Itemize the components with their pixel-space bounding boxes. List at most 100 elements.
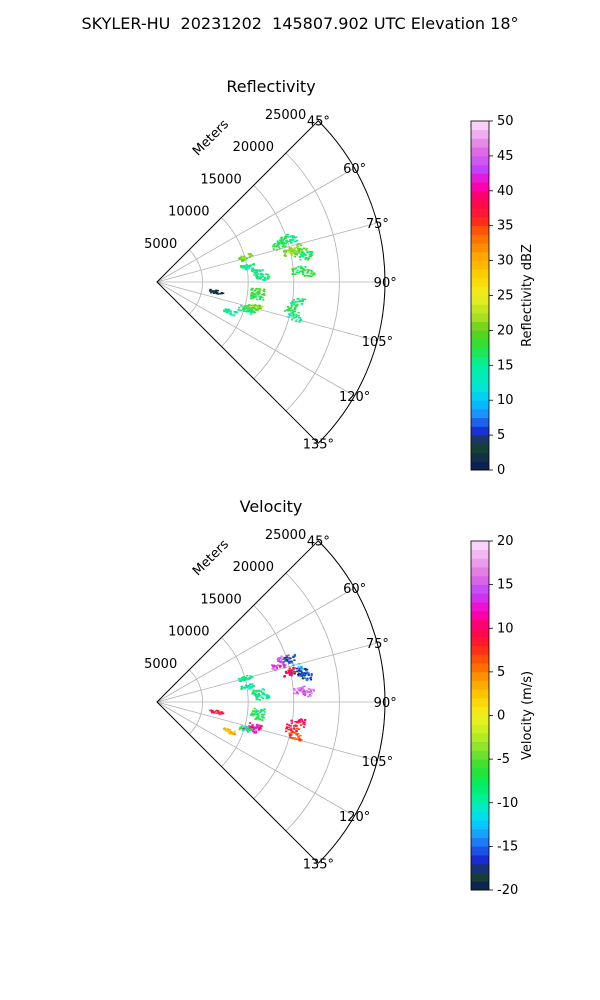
- colorbar-segment: [471, 304, 489, 314]
- echo-gate: [282, 662, 285, 665]
- echo-gate: [305, 247, 308, 250]
- echo-gate: [280, 656, 283, 658]
- colorbar-segment: [471, 286, 489, 296]
- echo-gate: [293, 307, 297, 310]
- echo-gate: [303, 677, 307, 679]
- echo-gate: [253, 274, 256, 276]
- echo-gate: [305, 669, 308, 672]
- colorbar-segment: [471, 190, 489, 200]
- echo-gate: [296, 243, 299, 245]
- colorbar-tick-label: 15: [497, 358, 514, 373]
- echo-gate: [297, 266, 300, 268]
- echo-gate: [300, 738, 303, 741]
- echo-gate: [243, 687, 247, 689]
- echo-gate: [299, 267, 303, 270]
- echo-gate: [219, 713, 222, 715]
- echo-gate: [307, 275, 310, 277]
- echo-gate: [263, 708, 266, 711]
- echo-gate: [279, 657, 282, 659]
- echo-gate: [293, 728, 296, 730]
- colorbar-segment: [471, 610, 489, 620]
- echo-gate: [290, 305, 293, 307]
- echo-gate: [229, 310, 232, 312]
- echo-gate: [258, 690, 261, 692]
- colorbar-tick-label: 20: [497, 534, 514, 549]
- echo-gate: [253, 305, 257, 307]
- echo-gate: [251, 714, 254, 716]
- echo-gate: [284, 251, 287, 253]
- colorbar-tick-label: 50: [497, 114, 514, 129]
- echo-gate: [247, 678, 250, 680]
- echo-gate: [262, 289, 265, 292]
- echo-gate: [240, 260, 244, 262]
- echo-gate: [245, 263, 248, 266]
- angle-tick-label: 135°: [303, 857, 334, 872]
- grid-spoke: [156, 281, 378, 342]
- echo-gate: [293, 688, 296, 690]
- echo-gate: [248, 306, 251, 308]
- echo-gate: [307, 257, 311, 260]
- echo-gate: [214, 710, 217, 713]
- echo-gate: [280, 237, 283, 239]
- echo-gate: [246, 267, 249, 269]
- echo-gate: [263, 276, 267, 279]
- echo-gate: [310, 674, 313, 677]
- colorbar-segment: [471, 567, 489, 577]
- echo-gate: [299, 734, 302, 737]
- echo-gate: [246, 309, 249, 311]
- colorbar-segment: [471, 828, 489, 839]
- colorbar-tick-label: -20: [497, 883, 518, 898]
- echo-gate: [260, 718, 264, 721]
- echo-gate: [255, 723, 258, 726]
- echo-gate: [281, 240, 284, 242]
- echo-gate: [259, 277, 262, 280]
- colorbar-segment: [471, 602, 489, 612]
- echo-gate: [297, 662, 300, 665]
- colorbar-segment: [471, 645, 489, 655]
- echo-gate: [248, 722, 252, 724]
- echo-gate: [294, 721, 297, 723]
- colorbar-segment: [471, 365, 489, 375]
- echo-gate: [285, 660, 289, 662]
- echo-gate: [282, 663, 285, 666]
- colorbar-segment: [471, 173, 489, 183]
- echo-gate: [281, 245, 284, 248]
- echo-gate: [291, 309, 294, 312]
- echo-gate: [239, 258, 242, 260]
- echo-gate: [251, 683, 254, 685]
- echo-gate: [283, 237, 286, 239]
- echo-gate: [309, 688, 312, 691]
- echo-gate: [242, 264, 245, 267]
- echo-gate: [300, 249, 304, 251]
- colorbar-segment: [471, 435, 489, 445]
- echo-gate: [258, 292, 261, 295]
- echo-gate: [303, 723, 306, 726]
- echo-gate: [261, 296, 264, 299]
- echo-gate: [302, 268, 306, 271]
- echo-gate: [283, 674, 286, 677]
- echo-gate: [304, 718, 307, 721]
- colorbar-segment: [471, 541, 489, 551]
- echo-gate: [244, 267, 247, 270]
- echo-gate: [300, 719, 304, 721]
- echo-gate: [297, 249, 301, 252]
- echo-gate: [248, 304, 251, 306]
- echo-gate: [288, 661, 291, 663]
- echo-gate: [267, 273, 270, 276]
- echo-gate: [302, 672, 305, 674]
- echo-gate: [282, 661, 285, 663]
- echo-gate: [255, 730, 258, 732]
- echo-gate: [299, 670, 302, 672]
- echo-gate: [243, 728, 246, 731]
- colorbar-segment: [471, 575, 489, 586]
- echo-gate: [288, 672, 292, 674]
- echo-gate: [210, 711, 214, 714]
- echo-gate: [294, 273, 297, 275]
- colorbar-segment: [471, 382, 489, 392]
- echo-gate: [225, 309, 228, 312]
- echo-gate: [251, 307, 254, 309]
- echo-gate: [256, 309, 259, 312]
- echo-gate: [286, 723, 289, 726]
- echo-gate: [310, 673, 313, 675]
- echo-gate: [282, 243, 285, 246]
